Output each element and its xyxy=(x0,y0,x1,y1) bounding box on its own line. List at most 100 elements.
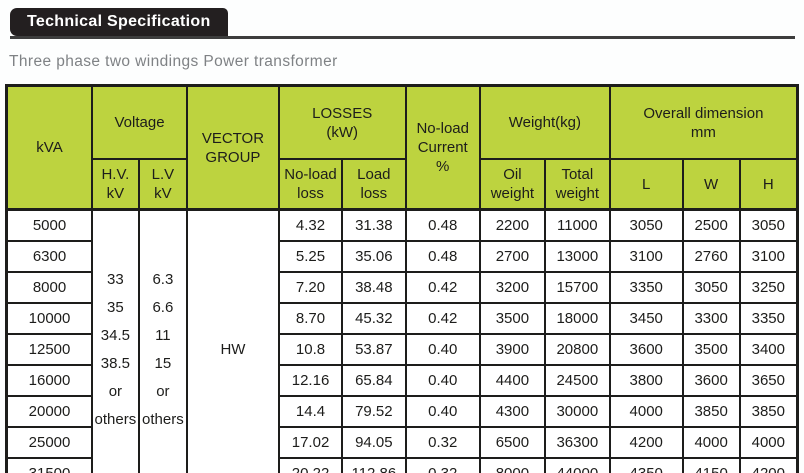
cell-kva: 8000 xyxy=(5,271,94,304)
cell-no-load-current: 0.40 xyxy=(404,333,481,366)
table-row: 25000 17.02 94.05 0.32 6500 36300 4200 4… xyxy=(5,426,799,459)
col-header-voltage: Voltage xyxy=(91,84,189,160)
table-row: 20000 14.4 79.52 0.40 4300 30000 4000 38… xyxy=(5,395,799,428)
cell-length: 4200 xyxy=(608,426,684,459)
table-row: 12500 10.8 53.87 0.40 3900 20800 3600 35… xyxy=(5,333,799,366)
cell-width: 3500 xyxy=(681,333,741,366)
cell-total-weight: 20800 xyxy=(543,333,611,366)
cell-no-load-current: 0.40 xyxy=(404,364,481,397)
cell-oil-weight: 2200 xyxy=(478,208,546,242)
cell-load-loss: 112.86 xyxy=(341,457,407,473)
cell-oil-weight: 2700 xyxy=(478,240,546,273)
col-header-weight: Weight(kg) xyxy=(478,84,611,160)
cell-height: 4200 xyxy=(738,457,799,473)
cell-kva: 25000 xyxy=(5,426,94,459)
header-row-1: kVA Voltage VECTOR GROUP LOSSES (kW) No-… xyxy=(5,84,799,211)
cell-oil-weight: 3200 xyxy=(478,271,546,304)
cell-width: 3050 xyxy=(681,271,741,304)
col-header-vector-group: VECTOR GROUP xyxy=(186,84,280,211)
cell-oil-weight: 4400 xyxy=(478,364,546,397)
cell-width: 3850 xyxy=(681,395,741,428)
cell-load-loss: 65.84 xyxy=(341,364,407,397)
col-header-height: H xyxy=(738,158,799,211)
header-row-2: H.V. kV L.V kV No-load loss Load loss Oi… xyxy=(7,158,799,211)
cell-load-loss: 94.05 xyxy=(341,426,407,459)
cell-total-weight: 24500 xyxy=(543,364,611,397)
cell-height: 3400 xyxy=(738,333,799,366)
cell-kva: 12500 xyxy=(5,333,94,366)
cell-no-load-loss: 4.32 xyxy=(277,208,344,242)
cell-kva: 5000 xyxy=(5,208,94,242)
cell-height: 3850 xyxy=(738,395,799,428)
cell-kva: 20000 xyxy=(5,395,94,428)
cell-oil-weight: 3900 xyxy=(478,333,546,366)
cell-vector-group: HW xyxy=(186,208,280,473)
cell-height: 3100 xyxy=(738,240,799,273)
cell-hv-values: 33 35 34.5 38.5 or others xyxy=(91,208,140,473)
cell-length: 3600 xyxy=(608,333,684,366)
cell-kva: 10000 xyxy=(5,302,94,335)
cell-no-load-loss: 5.25 xyxy=(277,240,344,273)
cell-total-weight: 11000 xyxy=(543,208,611,242)
cell-no-load-current: 0.48 xyxy=(404,208,481,242)
cell-width: 2760 xyxy=(681,240,741,273)
table-row: 8000 7.20 38.48 0.42 3200 15700 3350 305… xyxy=(5,271,799,304)
cell-length: 4350 xyxy=(608,457,684,473)
cell-no-load-loss: 14.4 xyxy=(277,395,344,428)
cell-kva: 6300 xyxy=(5,240,94,273)
col-header-kva: kVA xyxy=(5,84,94,211)
cell-no-load-current: 0.40 xyxy=(404,395,481,428)
cell-width: 3300 xyxy=(681,302,741,335)
col-header-load-loss: Load loss xyxy=(341,158,407,211)
cell-length: 4000 xyxy=(608,395,684,428)
page-subtitle: Three phase two windings Power transform… xyxy=(9,53,338,70)
table-row: 10000 8.70 45.32 0.42 3500 18000 3450 33… xyxy=(5,302,799,335)
col-header-length: L xyxy=(608,158,684,211)
col-header-no-load-loss: No-load loss xyxy=(277,158,344,211)
cell-lv-values: 6.3 6.6 11 15 or others xyxy=(137,208,189,473)
cell-length: 3450 xyxy=(608,302,684,335)
cell-height: 3350 xyxy=(738,302,799,335)
cell-no-load-current: 0.32 xyxy=(404,457,481,473)
cell-width: 2500 xyxy=(681,208,741,242)
page-title: Technical Specification xyxy=(10,8,228,36)
table-row: 16000 12.16 65.84 0.40 4400 24500 3800 3… xyxy=(5,364,799,397)
cell-height: 3650 xyxy=(738,364,799,397)
col-header-lv: L.V kV xyxy=(137,158,189,211)
cell-no-load-current: 0.48 xyxy=(404,240,481,273)
cell-height: 3050 xyxy=(738,208,799,242)
cell-no-load-loss: 12.16 xyxy=(277,364,344,397)
cell-no-load-loss: 17.02 xyxy=(277,426,344,459)
cell-no-load-current: 0.32 xyxy=(404,426,481,459)
cell-total-weight: 13000 xyxy=(543,240,611,273)
cell-load-loss: 79.52 xyxy=(341,395,407,428)
table-row: 6300 5.25 35.06 0.48 2700 13000 3100 276… xyxy=(5,240,799,273)
cell-length: 3800 xyxy=(608,364,684,397)
cell-no-load-current: 0.42 xyxy=(404,271,481,304)
cell-oil-weight: 8000 xyxy=(478,457,546,473)
cell-no-load-loss: 7.20 xyxy=(277,271,344,304)
cell-oil-weight: 6500 xyxy=(478,426,546,459)
table-row: 5000 33 35 34.5 38.5 or others 6.3 6.6 1… xyxy=(5,208,799,473)
cell-total-weight: 15700 xyxy=(543,271,611,304)
cell-total-weight: 36300 xyxy=(543,426,611,459)
cell-oil-weight: 3500 xyxy=(478,302,546,335)
col-header-total-weight: Total weight xyxy=(543,158,611,211)
cell-no-load-loss: 8.70 xyxy=(277,302,344,335)
cell-kva: 16000 xyxy=(5,364,94,397)
cell-oil-weight: 4300 xyxy=(478,395,546,428)
cell-length: 3050 xyxy=(608,208,684,242)
cell-total-weight: 30000 xyxy=(543,395,611,428)
title-underline: Technical Specification xyxy=(10,8,795,39)
cell-load-loss: 31.38 xyxy=(341,208,407,242)
cell-total-weight: 18000 xyxy=(543,302,611,335)
spec-table: kVA Voltage VECTOR GROUP LOSSES (kW) No-… xyxy=(5,84,799,473)
cell-length: 3350 xyxy=(608,271,684,304)
cell-load-loss: 45.32 xyxy=(341,302,407,335)
cell-width: 4000 xyxy=(681,426,741,459)
cell-no-load-loss: 20.22 xyxy=(277,457,344,473)
cell-kva: 31500 xyxy=(5,457,94,473)
cell-load-loss: 38.48 xyxy=(341,271,407,304)
cell-width: 4150 xyxy=(681,457,741,473)
col-header-hv: H.V. kV xyxy=(91,158,140,211)
